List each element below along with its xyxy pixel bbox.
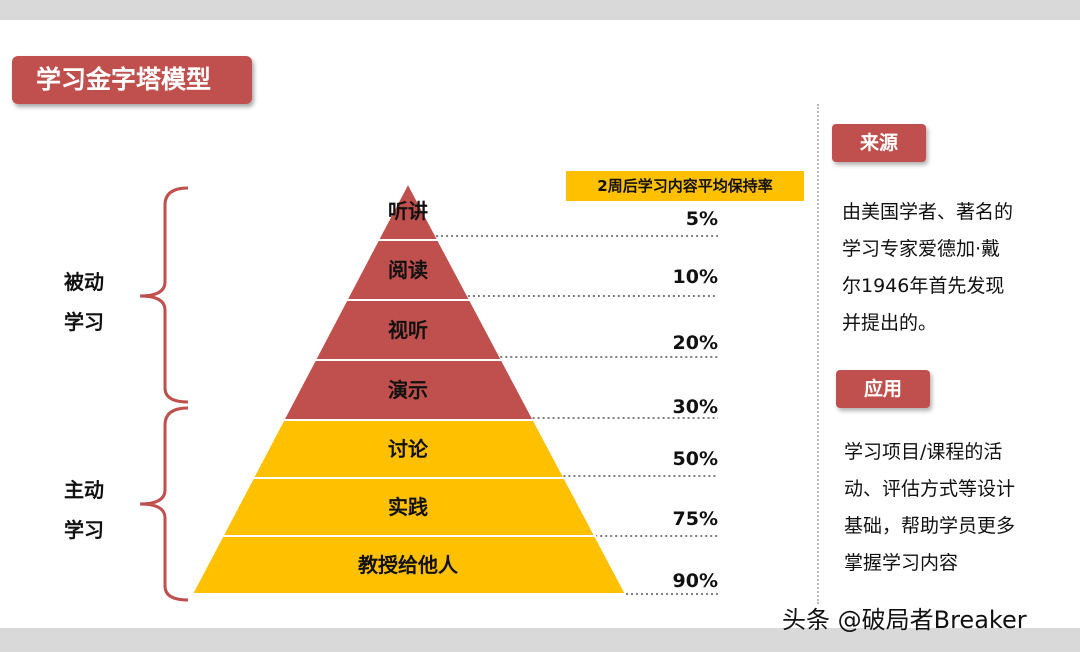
application-heading: 应用 (836, 370, 930, 408)
passive-brace (139, 186, 189, 404)
source-heading: 来源 (832, 124, 926, 162)
layer-label-4: 演示 (388, 378, 428, 402)
retention-value-7: 90% (673, 570, 718, 592)
layer-label-6: 实践 (388, 495, 428, 519)
retention-header: 2周后学习内容平均保持率 (566, 171, 804, 201)
retention-value-4: 30% (673, 396, 718, 418)
passive-learning-label: 被动 学习 (64, 262, 104, 342)
active-brace (139, 406, 189, 602)
retention-value-2: 10% (673, 266, 718, 288)
source-text: 由美国学者、著名的 学习专家爱德加·戴 尔1946年首先发现 并提出的。 (842, 194, 1013, 342)
retention-value-3: 20% (673, 332, 718, 354)
passive-label-line-1: 被动 (64, 270, 104, 294)
source-line-3: 尔1946年首先发现 (842, 275, 1005, 297)
retention-value-6: 75% (673, 508, 718, 530)
active-label-line-1: 主动 (64, 478, 104, 502)
title-badge: 学习金字塔模型 (12, 56, 252, 104)
layer-label-3: 视听 (388, 318, 428, 342)
application-line-2: 动、评估方式等设计 (844, 478, 1016, 500)
layer-label-2: 阅读 (388, 258, 428, 282)
retention-value-5: 50% (673, 448, 718, 470)
bottom-border-bar (0, 628, 1080, 652)
active-label-line-2: 学习 (64, 518, 104, 542)
application-line-4: 掌握学习内容 (844, 552, 959, 574)
source-line-1: 由美国学者、著名的 (842, 201, 1014, 223)
source-line-2: 学习专家爱德加·戴 (842, 238, 1001, 260)
layer-label-1: 听讲 (388, 199, 428, 223)
active-learning-label: 主动 学习 (64, 470, 104, 550)
layer-label-5: 讨论 (388, 437, 429, 461)
application-text: 学习项目/课程的活 动、评估方式等设计 基础，帮助学员更多 掌握学习内容 (844, 434, 1015, 582)
passive-label-line-2: 学习 (64, 310, 104, 334)
top-border-bar (0, 0, 1080, 20)
layer-label-7: 教授给他人 (358, 553, 459, 577)
source-line-4: 并提出的。 (842, 312, 938, 334)
retention-value-1: 5% (686, 208, 718, 230)
application-line-3: 基础，帮助学员更多 (844, 515, 1016, 537)
vertical-divider (817, 104, 819, 604)
watermark: 头条 @破局者Breaker (782, 606, 1027, 634)
application-line-1: 学习项目/课程的活 (844, 441, 1003, 463)
